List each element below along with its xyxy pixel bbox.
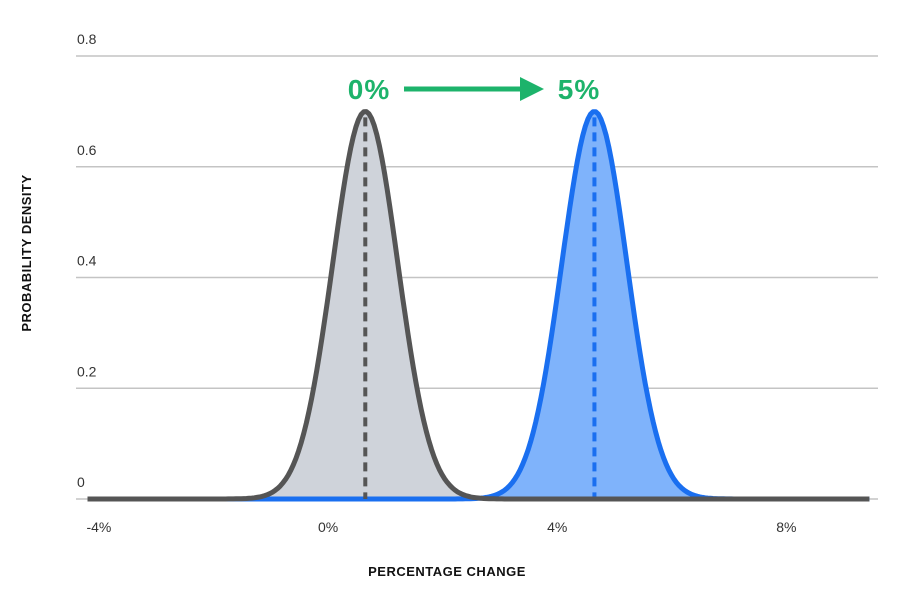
y-tick-label: 0.8 — [77, 31, 97, 47]
baseline-density-line — [87, 109, 870, 502]
annotation-to-label: 5% — [558, 74, 600, 105]
density-lines — [87, 109, 870, 502]
density-areas — [87, 111, 870, 499]
x-axis-title: PERCENTAGE CHANGE — [368, 564, 526, 579]
x-tick-label: 4% — [547, 519, 567, 535]
shifted-density-line — [87, 109, 870, 502]
shifted-density-area — [87, 111, 870, 499]
y-tick-label: 0.6 — [77, 142, 97, 158]
x-tick-label: 8% — [776, 519, 796, 535]
y-axis-title: PROBABILITY DENSITY — [19, 174, 34, 331]
y-tick-label: 0.4 — [77, 253, 97, 269]
x-tick-label: -4% — [86, 519, 111, 535]
y-tick-label: 0 — [77, 474, 85, 490]
baseline-density-area — [87, 111, 870, 499]
shift-annotation: 0% 5% — [348, 74, 600, 105]
x-tick-labels: -4% 0% 4% 8% — [86, 519, 796, 535]
x-tick-label: 0% — [318, 519, 338, 535]
arrow-right-icon — [404, 77, 544, 101]
annotation-from-label: 0% — [348, 74, 390, 105]
y-tick-labels: 0 0.2 0.4 0.6 0.8 — [77, 31, 97, 490]
gridlines — [76, 55, 878, 500]
y-tick-label: 0.2 — [77, 363, 97, 379]
